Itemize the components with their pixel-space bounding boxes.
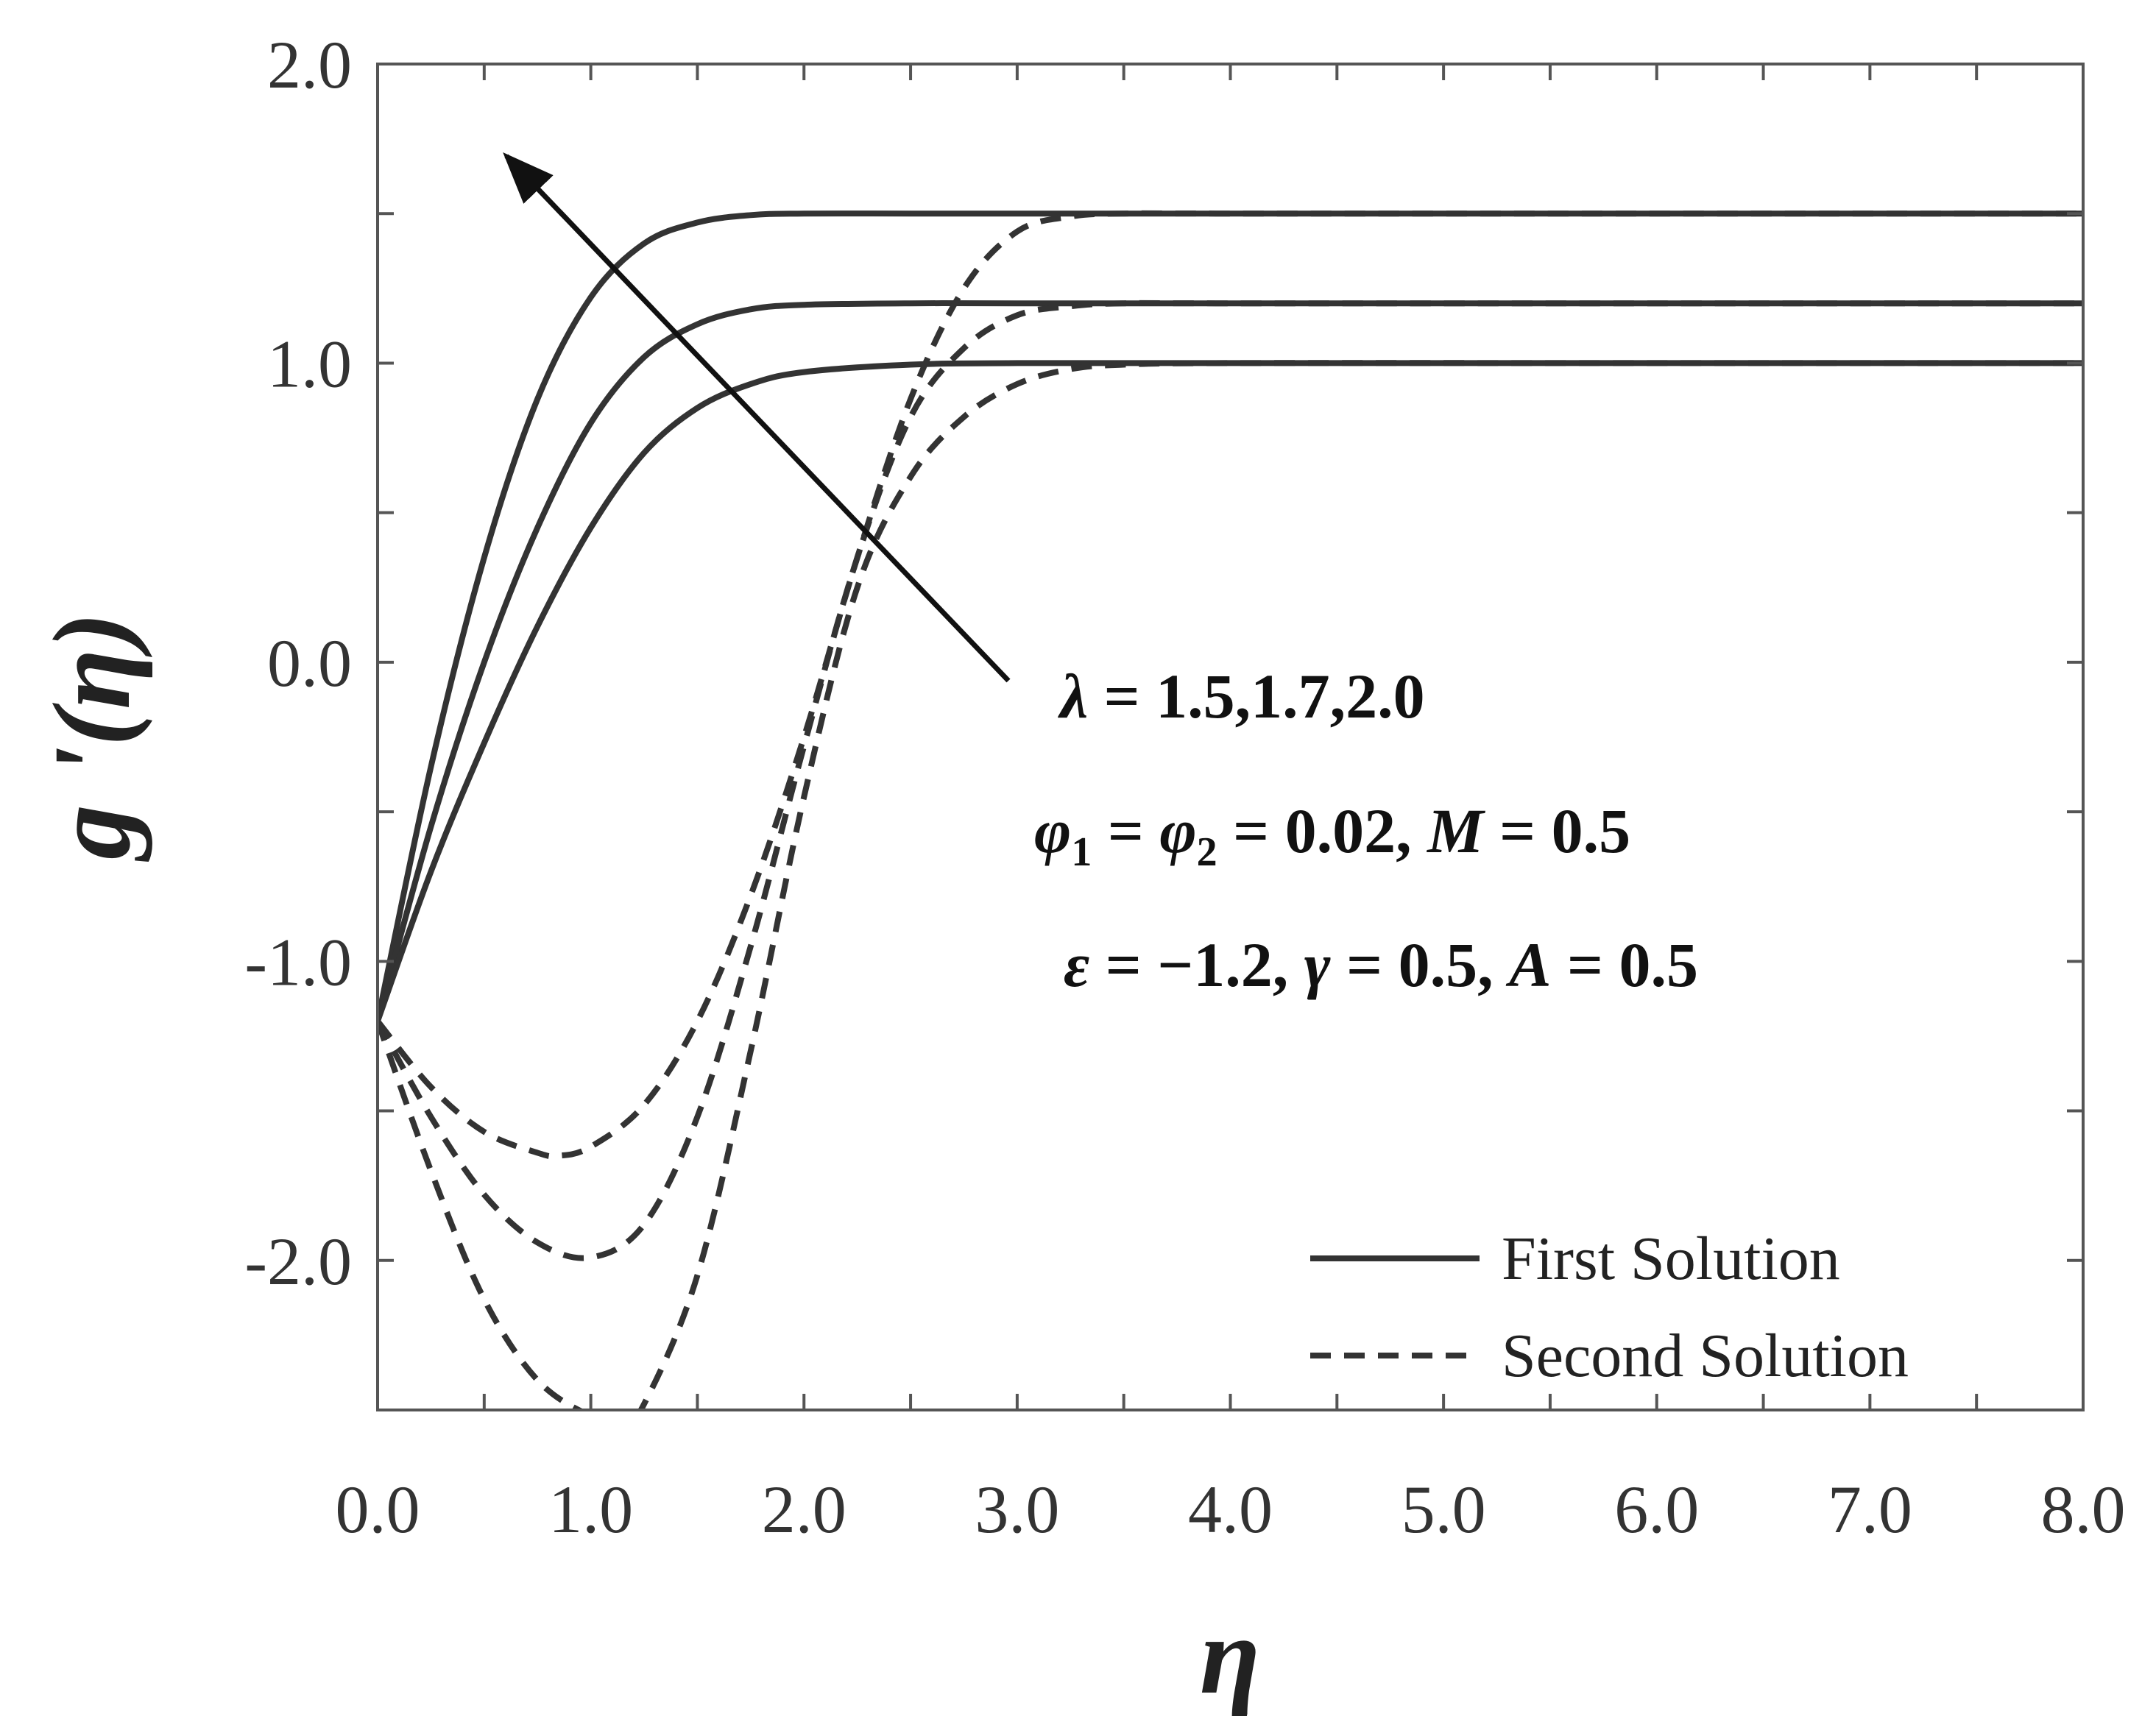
ticks-layer: 0.0 1.0 2.0 3.0 4.0 5.0 6.0 7.0 8.0 2.0 1.0 0.0 -1.0… [244, 27, 2125, 1547]
legend: First Solution Second Solution [1310, 1225, 1909, 1390]
gamma-eq: = 0.5, [1331, 929, 1510, 1000]
x-tick-label-2: 2.0 [762, 1472, 846, 1547]
phi2-subscript: 2 [1197, 829, 1217, 875]
a-eq: = 0.5 [1551, 929, 1698, 1000]
y-tick-label-1: 1.0 [267, 326, 352, 401]
series-1-first-solution [378, 300, 2083, 1022]
phi2-symbol: φ [1159, 796, 1196, 866]
x-tick-label-7: 7.0 [1828, 1472, 1912, 1547]
series-layer [378, 210, 2083, 1410]
x-tick-label-5: 5.0 [1402, 1472, 1486, 1547]
x-tick-label-0: 0.0 [336, 1472, 420, 1547]
y-tick-label-3: -1.0 [244, 924, 352, 999]
lambda-values: = 1.5,1.7,2.0 [1088, 661, 1425, 731]
epsilon-symbol: ε [1064, 929, 1089, 1000]
a-symbol: A [1505, 929, 1551, 1000]
parameter-annotation: λ = 1.5,1.7,2.0 φ1 = φ2 = 0.02, M = 0.5 … [1034, 661, 1698, 1000]
m-eq: = 0.5 [1484, 796, 1631, 866]
x-tick-label-3: 3.0 [975, 1472, 1059, 1547]
lambda-symbol: λ [1058, 661, 1088, 731]
x-tick-label-1: 1.0 [548, 1472, 633, 1547]
legend-first-solution: First Solution [1502, 1225, 1840, 1293]
phi1-subscript: 1 [1071, 829, 1092, 875]
phi1-symbol: φ [1034, 796, 1071, 866]
phi1-eq: = [1092, 796, 1159, 866]
y-tick-label-0: 2.0 [267, 27, 352, 102]
epsilon-eq: = −1.2, [1089, 929, 1304, 1000]
legend-second-solution: Second Solution [1502, 1322, 1909, 1390]
series-4-second-solution [378, 300, 2083, 1261]
lambda-arrow [503, 152, 1011, 683]
m-symbol: M [1426, 796, 1485, 866]
annotation-line-3: ε = −1.2, γ = 0.5, A = 0.5 [1064, 929, 1698, 1000]
gamma-symbol: γ [1304, 929, 1331, 1000]
x-tick-label-8: 8.0 [2041, 1472, 2126, 1547]
phi2-eq: = 0.02, [1217, 796, 1428, 866]
annotation-line-2: φ1 = φ2 = 0.02, M = 0.5 [1034, 796, 1630, 875]
series-0-first-solution [378, 210, 2083, 1022]
x-tick-label-4: 4.0 [1188, 1472, 1273, 1547]
y-axis-title: g '(η) [31, 612, 153, 862]
y-tick-label-4: -2.0 [244, 1224, 352, 1299]
annotation-line-1: λ = 1.5,1.7,2.0 [1058, 661, 1425, 731]
x-axis-title: η [1200, 1595, 1260, 1717]
plot-frame [376, 63, 2085, 1411]
x-tick-label-6: 6.0 [1614, 1472, 1699, 1547]
y-tick-label-2: 0.0 [267, 626, 352, 701]
